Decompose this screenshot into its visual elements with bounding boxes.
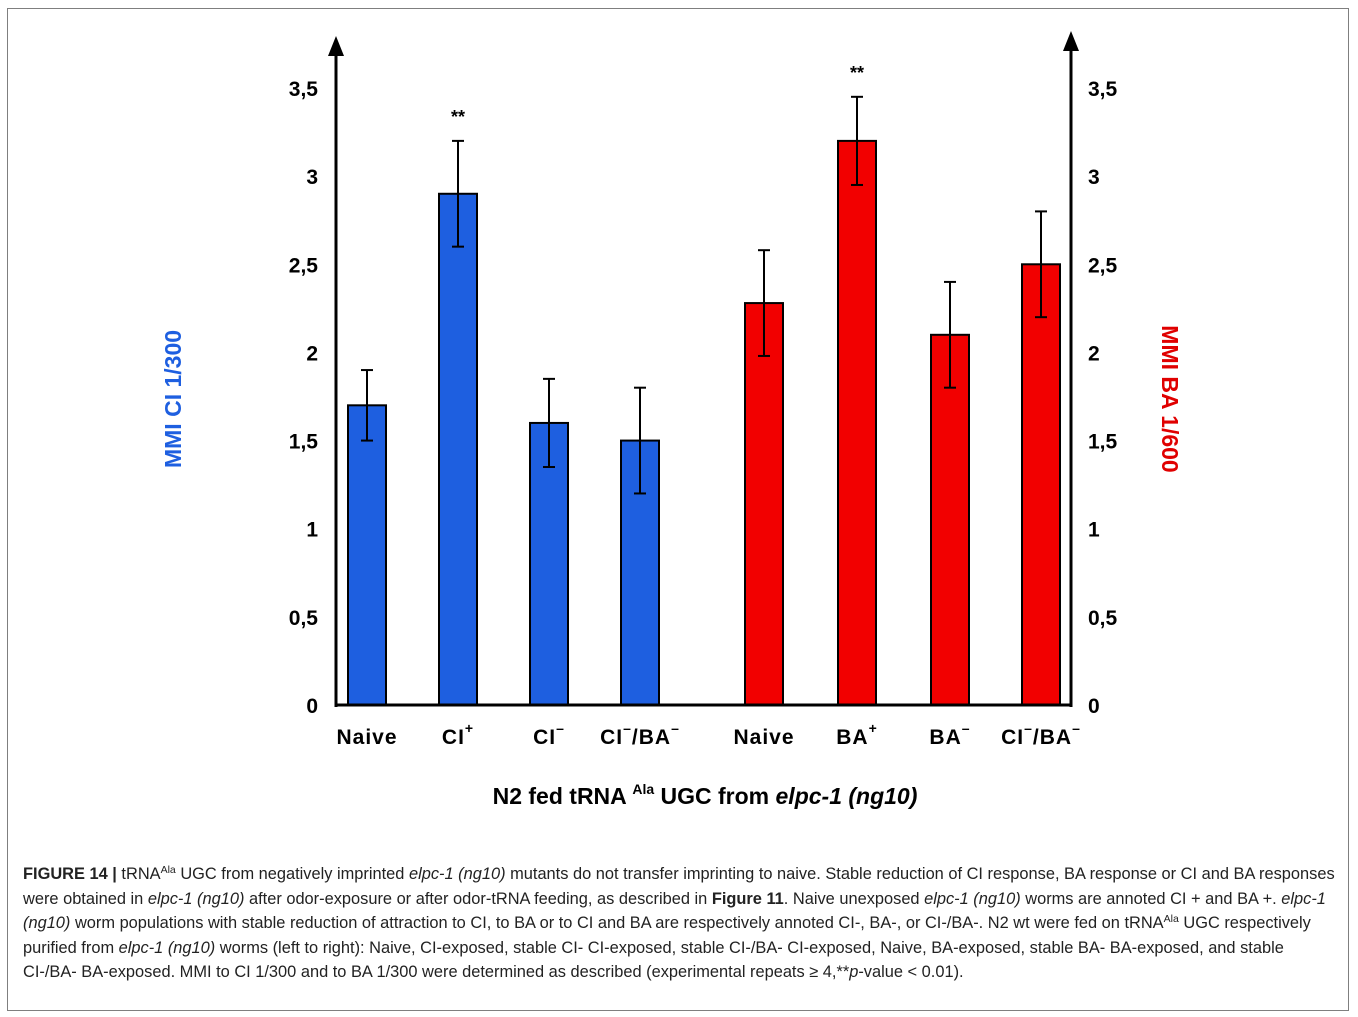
- error-bar-0: [361, 369, 373, 442]
- error-bars-layer: [361, 95, 1047, 495]
- x-axis-title: N2 fed tRNA Ala UGC from elpc-1 (ng10): [493, 781, 918, 809]
- category-label: BA+: [836, 720, 878, 749]
- right-tick-label: 2,5: [1088, 254, 1118, 277]
- significance-marker: **: [451, 107, 465, 127]
- category-label: CI+: [442, 720, 474, 749]
- bar-ci-1: [438, 192, 478, 706]
- error-bar-1: [452, 139, 464, 248]
- right-axis-arrow: [1063, 31, 1079, 51]
- left-tick-label: 2,5: [289, 254, 319, 277]
- bar-ba-4: [744, 302, 784, 706]
- figure-11-link[interactable]: Figure 11: [711, 889, 784, 908]
- bars-layer: [347, 139, 1061, 706]
- left-tick-label: 1,5: [289, 431, 319, 454]
- category-label: CI–/BA–: [600, 720, 680, 749]
- bar-ba-5: [837, 139, 877, 706]
- category-label: Naive: [336, 726, 397, 749]
- right-axis-title: MMI BA 1/600: [1157, 325, 1183, 472]
- left-tick-label: 0,5: [289, 607, 319, 630]
- error-bar-2: [543, 377, 555, 469]
- significance-marker: **: [850, 63, 864, 83]
- bar-ba-7: [1021, 263, 1061, 706]
- figure-label: FIGURE 14 |: [23, 865, 117, 883]
- category-label: BA–: [929, 720, 970, 749]
- bar-ba-6: [930, 333, 970, 706]
- right-tick-label: 3: [1088, 166, 1100, 189]
- category-label: CI–: [533, 720, 565, 749]
- left-tick-label: 3,5: [289, 78, 319, 101]
- figure-frame: [7, 8, 1349, 1011]
- error-bar-3: [634, 386, 646, 495]
- left-axis-title: MMI CI 1/300: [160, 330, 186, 468]
- error-bar-7: [1035, 210, 1047, 319]
- left-tick-label: 2: [306, 342, 318, 365]
- significance-layer: ** **: [451, 63, 864, 127]
- category-label: Naive: [733, 726, 794, 749]
- left-tick-label: 3: [306, 166, 318, 189]
- chart: 0 0,5 1 1,5 2 2,5 3 3,5 0 0,5 1 1,5 2 2,5 3 3,5 ** ** Na…: [160, 31, 1183, 809]
- left-axis-arrow: [328, 36, 344, 56]
- error-bar-4: [758, 249, 770, 357]
- error-bar-6: [944, 280, 956, 389]
- left-tick-label: 1: [306, 519, 318, 542]
- right-tick-label: 2: [1088, 342, 1100, 365]
- bar-ci-0: [347, 404, 387, 706]
- error-bar-5: [851, 95, 863, 186]
- right-tick-label: 3,5: [1088, 78, 1118, 101]
- ticks-layer: 0 0,5 1 1,5 2 2,5 3 3,5 0 0,5 1 1,5 2 2,5 3 3,5: [289, 78, 1118, 718]
- right-tick-label: 1,5: [1088, 431, 1118, 454]
- left-tick-label: 0: [306, 695, 318, 718]
- right-tick-label: 0: [1088, 695, 1100, 718]
- right-tick-label: 1: [1088, 519, 1100, 542]
- category-labels-layer: Naive CI+ CI– CI–/BA– Naive BA+ BA– CI–/BA–: [336, 720, 1081, 749]
- right-tick-label: 0,5: [1088, 607, 1118, 630]
- axes-layer: [328, 31, 1079, 707]
- figure-caption: FIGURE 14 | tRNAAla UGC from negatively …: [23, 864, 1335, 981]
- category-label: CI–/BA–: [1001, 720, 1081, 749]
